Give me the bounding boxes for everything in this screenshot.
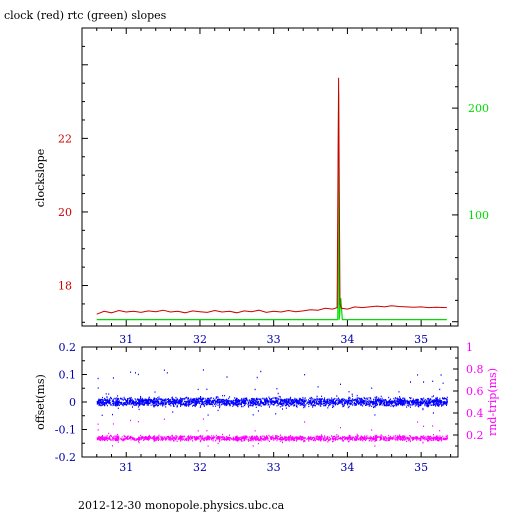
bottom-x-tick-label: 33 — [267, 461, 281, 474]
top-y-tick-label: 22 — [58, 132, 72, 145]
top-y-tick-label: 18 — [58, 280, 72, 293]
footer-caption: 2012-12-30 monopole.physics.ubc.ca — [78, 499, 285, 512]
bottom-y-tick-label: 0.2 — [59, 341, 77, 354]
top-y-tick-label: 20 — [58, 206, 72, 219]
bottom-y2-tick-label: 1 — [466, 341, 473, 354]
top-y-axis-label: clockslope — [34, 149, 47, 207]
top-plot-ticks — [82, 27, 458, 326]
bottom-plot-ticks — [82, 346, 458, 458]
rnd-trip-scatter-points — [96, 418, 448, 447]
bottom-y-axis-label: offset(ms) — [34, 374, 47, 430]
top-x-tick-label: 33 — [267, 333, 281, 346]
bottom-x-tick-label: 31 — [119, 461, 133, 474]
top-y2-tick-label: 100 — [468, 209, 489, 222]
bottom-x-tick-label: 35 — [414, 461, 428, 474]
top-plot-frame — [81, 27, 459, 327]
top-x-tick-label: 31 — [119, 333, 133, 346]
top-x-tick-label: 35 — [414, 333, 428, 346]
bottom-y-tick-label: -0.2 — [55, 451, 76, 464]
bottom-y2-tick-label: 0.4 — [466, 407, 484, 420]
bottom-y2-tick-label: 0.8 — [466, 363, 484, 376]
offset-scatter-points — [96, 369, 448, 416]
bottom-plot-series — [96, 369, 448, 447]
bottom-x-tick-label: 32 — [193, 461, 207, 474]
bottom-y-tick-label: 0 — [69, 396, 76, 409]
top-y2-tick-label: 200 — [468, 102, 489, 115]
clock-series-line — [96, 77, 447, 315]
chart-title: clock (red) rtc (green) slopes — [4, 9, 167, 22]
bottom-x-tick-label: 34 — [340, 461, 354, 474]
top-plot-series — [96, 77, 447, 321]
bottom-plot-tick-labels: 31 32 33 34 35 -0.2 -0.1 0 0.1 0.2 0.2 0.4 0.6 0.8 1 — [55, 341, 484, 474]
rtc-series-line — [96, 92, 447, 321]
bottom-y2-tick-label: 0.6 — [466, 385, 484, 398]
bottom-y-tick-label: 0.1 — [59, 369, 77, 382]
bottom-y2-axis-label: rnd-trip(ms) — [486, 368, 499, 436]
top-x-tick-label: 34 — [340, 333, 354, 346]
top-x-tick-label: 32 — [193, 333, 207, 346]
top-plot-tick-labels: 31 32 33 34 35 18 20 22 100 200 — [58, 102, 489, 346]
bottom-y-tick-label: -0.1 — [55, 424, 76, 437]
bottom-y2-tick-label: 0.2 — [466, 429, 484, 442]
